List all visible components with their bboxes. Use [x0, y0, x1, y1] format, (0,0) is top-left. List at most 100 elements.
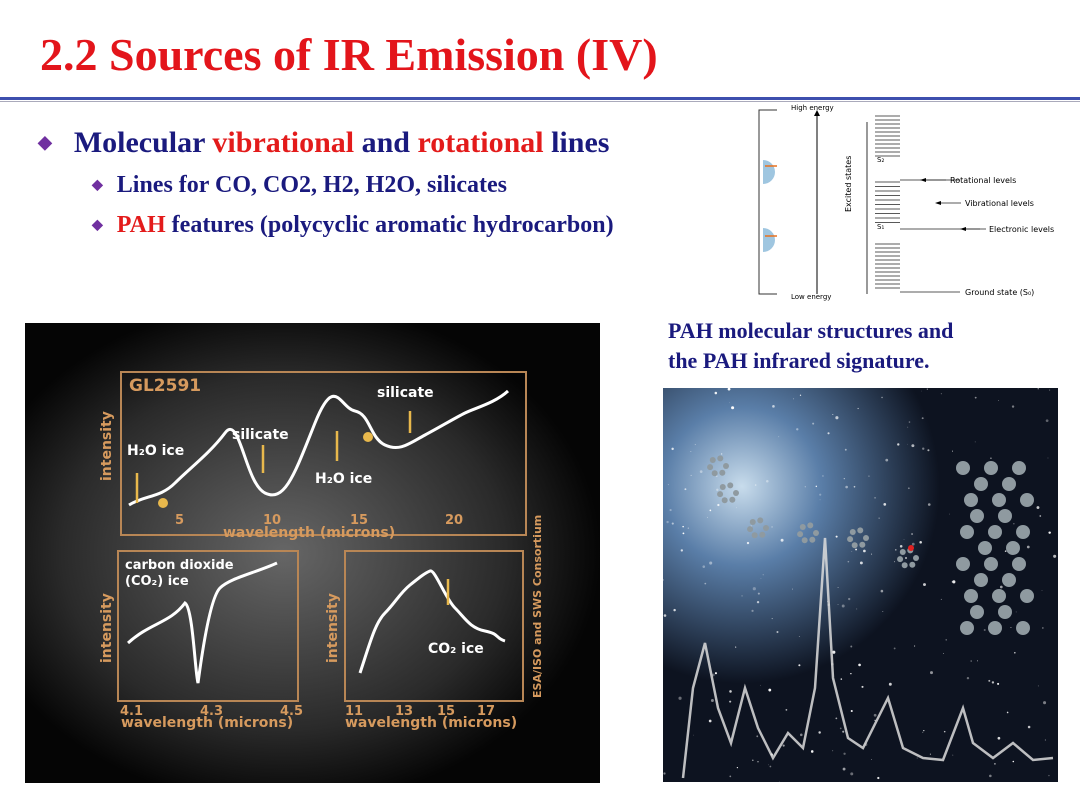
star [671, 522, 674, 525]
star [951, 450, 953, 452]
star [827, 432, 830, 435]
bullet: ◆ Molecular vibrational and rotational li… [38, 126, 610, 159]
atom [709, 456, 716, 463]
star [752, 587, 756, 591]
star [682, 525, 684, 528]
figure-label: 15 [350, 513, 368, 528]
atom [908, 545, 914, 551]
star [720, 453, 723, 455]
label: Low energy [791, 293, 831, 301]
star [842, 767, 846, 771]
star [690, 474, 692, 476]
atom [1016, 525, 1030, 539]
star [874, 497, 876, 499]
atom [988, 525, 1002, 539]
bullet: ◆ Lines for CO, CO2, H2, H2O, silicates [92, 172, 507, 198]
star [929, 753, 931, 755]
figure-label: H₂O ice [315, 471, 372, 487]
star [921, 417, 924, 420]
star [847, 560, 850, 563]
star [714, 391, 718, 395]
star [871, 553, 873, 555]
star [837, 587, 839, 588]
star [736, 507, 737, 509]
star [848, 597, 851, 601]
star [943, 653, 945, 654]
figure-label: 20 [445, 513, 463, 528]
atom [992, 493, 1006, 507]
atom [960, 621, 974, 635]
figure-label: 4.1 [120, 704, 143, 719]
star [997, 682, 1000, 685]
star [991, 681, 995, 684]
bullet: ◆ PAH features (polycyclic aromatic hydro… [92, 212, 614, 238]
star [760, 684, 761, 686]
star [815, 485, 818, 488]
star [832, 750, 834, 752]
star [663, 579, 664, 581]
star [729, 775, 732, 778]
figure-label: 13 [395, 704, 413, 719]
atom [849, 528, 856, 535]
atom [719, 483, 726, 490]
star [940, 598, 942, 600]
star [856, 608, 858, 610]
star [1044, 739, 1047, 741]
star [850, 772, 854, 776]
star [1010, 626, 1012, 628]
star [741, 595, 743, 597]
star [707, 516, 708, 518]
atom [901, 562, 908, 569]
star [832, 650, 836, 654]
caption-line: the PAH infrared signature. [668, 348, 930, 373]
star [769, 765, 772, 768]
star [709, 509, 712, 512]
star [819, 499, 821, 501]
star [994, 763, 996, 765]
star [690, 451, 692, 453]
star [756, 735, 759, 738]
star [835, 416, 839, 420]
star [687, 527, 689, 529]
star [792, 588, 793, 590]
star [835, 535, 838, 538]
star [945, 639, 947, 641]
atom [757, 517, 764, 524]
star [804, 486, 806, 488]
figure-label: wavelength (microns) [345, 715, 517, 731]
atom [759, 531, 766, 538]
star [922, 731, 924, 733]
star [885, 458, 889, 462]
atom [711, 470, 718, 477]
label: Rotational levels [950, 176, 1016, 185]
label: S₂ [877, 156, 884, 164]
atom [707, 464, 714, 471]
star [1053, 554, 1057, 558]
star [757, 592, 760, 595]
star [768, 688, 772, 692]
star [694, 444, 696, 446]
spectrum-figure: GL2591 intensity H₂O ice silicate silicate H₂… [25, 323, 600, 783]
star [948, 513, 950, 515]
star [708, 719, 712, 723]
atom [1020, 589, 1034, 603]
atom [956, 557, 970, 571]
star [1027, 725, 1031, 729]
star [907, 487, 910, 490]
star [923, 583, 926, 587]
star [999, 585, 1003, 589]
atom [1012, 461, 1026, 475]
atom [998, 509, 1012, 523]
star [1013, 523, 1015, 525]
star [1049, 389, 1051, 391]
star [785, 708, 788, 711]
title-rule [0, 97, 1080, 100]
star [751, 609, 754, 612]
text: lines [543, 126, 610, 159]
star [709, 561, 713, 565]
label: Vibrational levels [965, 199, 1034, 208]
label: Electronic levels [989, 225, 1054, 234]
star [927, 503, 931, 506]
star [714, 672, 718, 675]
atom [899, 548, 906, 555]
